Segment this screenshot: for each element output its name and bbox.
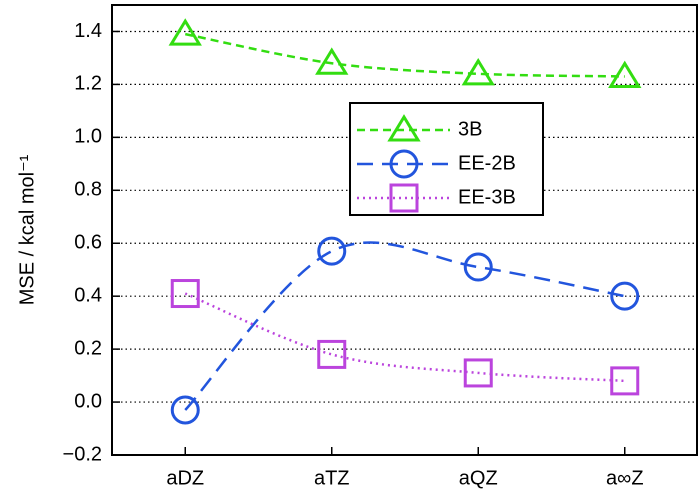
marker xyxy=(315,47,349,75)
x-tick-label: aTZ xyxy=(314,467,350,489)
marker xyxy=(463,358,493,388)
y-tick-label: 0.6 xyxy=(74,232,102,254)
x-tick-label: aQZ xyxy=(459,467,498,489)
marker xyxy=(608,60,642,88)
y-tick-label: 0.8 xyxy=(74,179,102,201)
marker xyxy=(387,114,421,142)
series-line xyxy=(184,292,625,383)
y-tick-label: 1.0 xyxy=(74,126,102,148)
y-tick-label: 1.2 xyxy=(74,73,102,95)
y-tick-label: −0.2 xyxy=(63,443,102,465)
y-tick-label: 0.2 xyxy=(74,337,102,359)
marker xyxy=(317,339,347,369)
x-tick-label: a∞Z xyxy=(606,467,644,489)
y-axis-label: MSE / kcal mol⁻¹ xyxy=(16,154,38,305)
marker xyxy=(389,183,419,213)
marker xyxy=(463,252,493,282)
marker xyxy=(170,279,200,309)
marker xyxy=(317,236,347,266)
legend-label: EE-3B xyxy=(458,186,516,208)
y-tick-label: 1.4 xyxy=(74,20,102,42)
marker xyxy=(168,18,202,46)
marker xyxy=(170,395,200,425)
marker xyxy=(389,149,419,179)
plot-frame xyxy=(111,4,698,456)
legend-label: EE-2B xyxy=(458,152,516,174)
marker xyxy=(610,281,640,311)
series-line xyxy=(185,32,625,78)
marker xyxy=(461,57,495,86)
legend-box xyxy=(349,102,544,216)
y-tick-label: 0.0 xyxy=(74,390,102,412)
legend-label: 3B xyxy=(458,118,482,140)
series-line xyxy=(184,241,625,411)
x-tick-label: aDZ xyxy=(166,467,204,489)
marker xyxy=(610,366,640,396)
y-tick-label: 0.4 xyxy=(74,284,102,306)
